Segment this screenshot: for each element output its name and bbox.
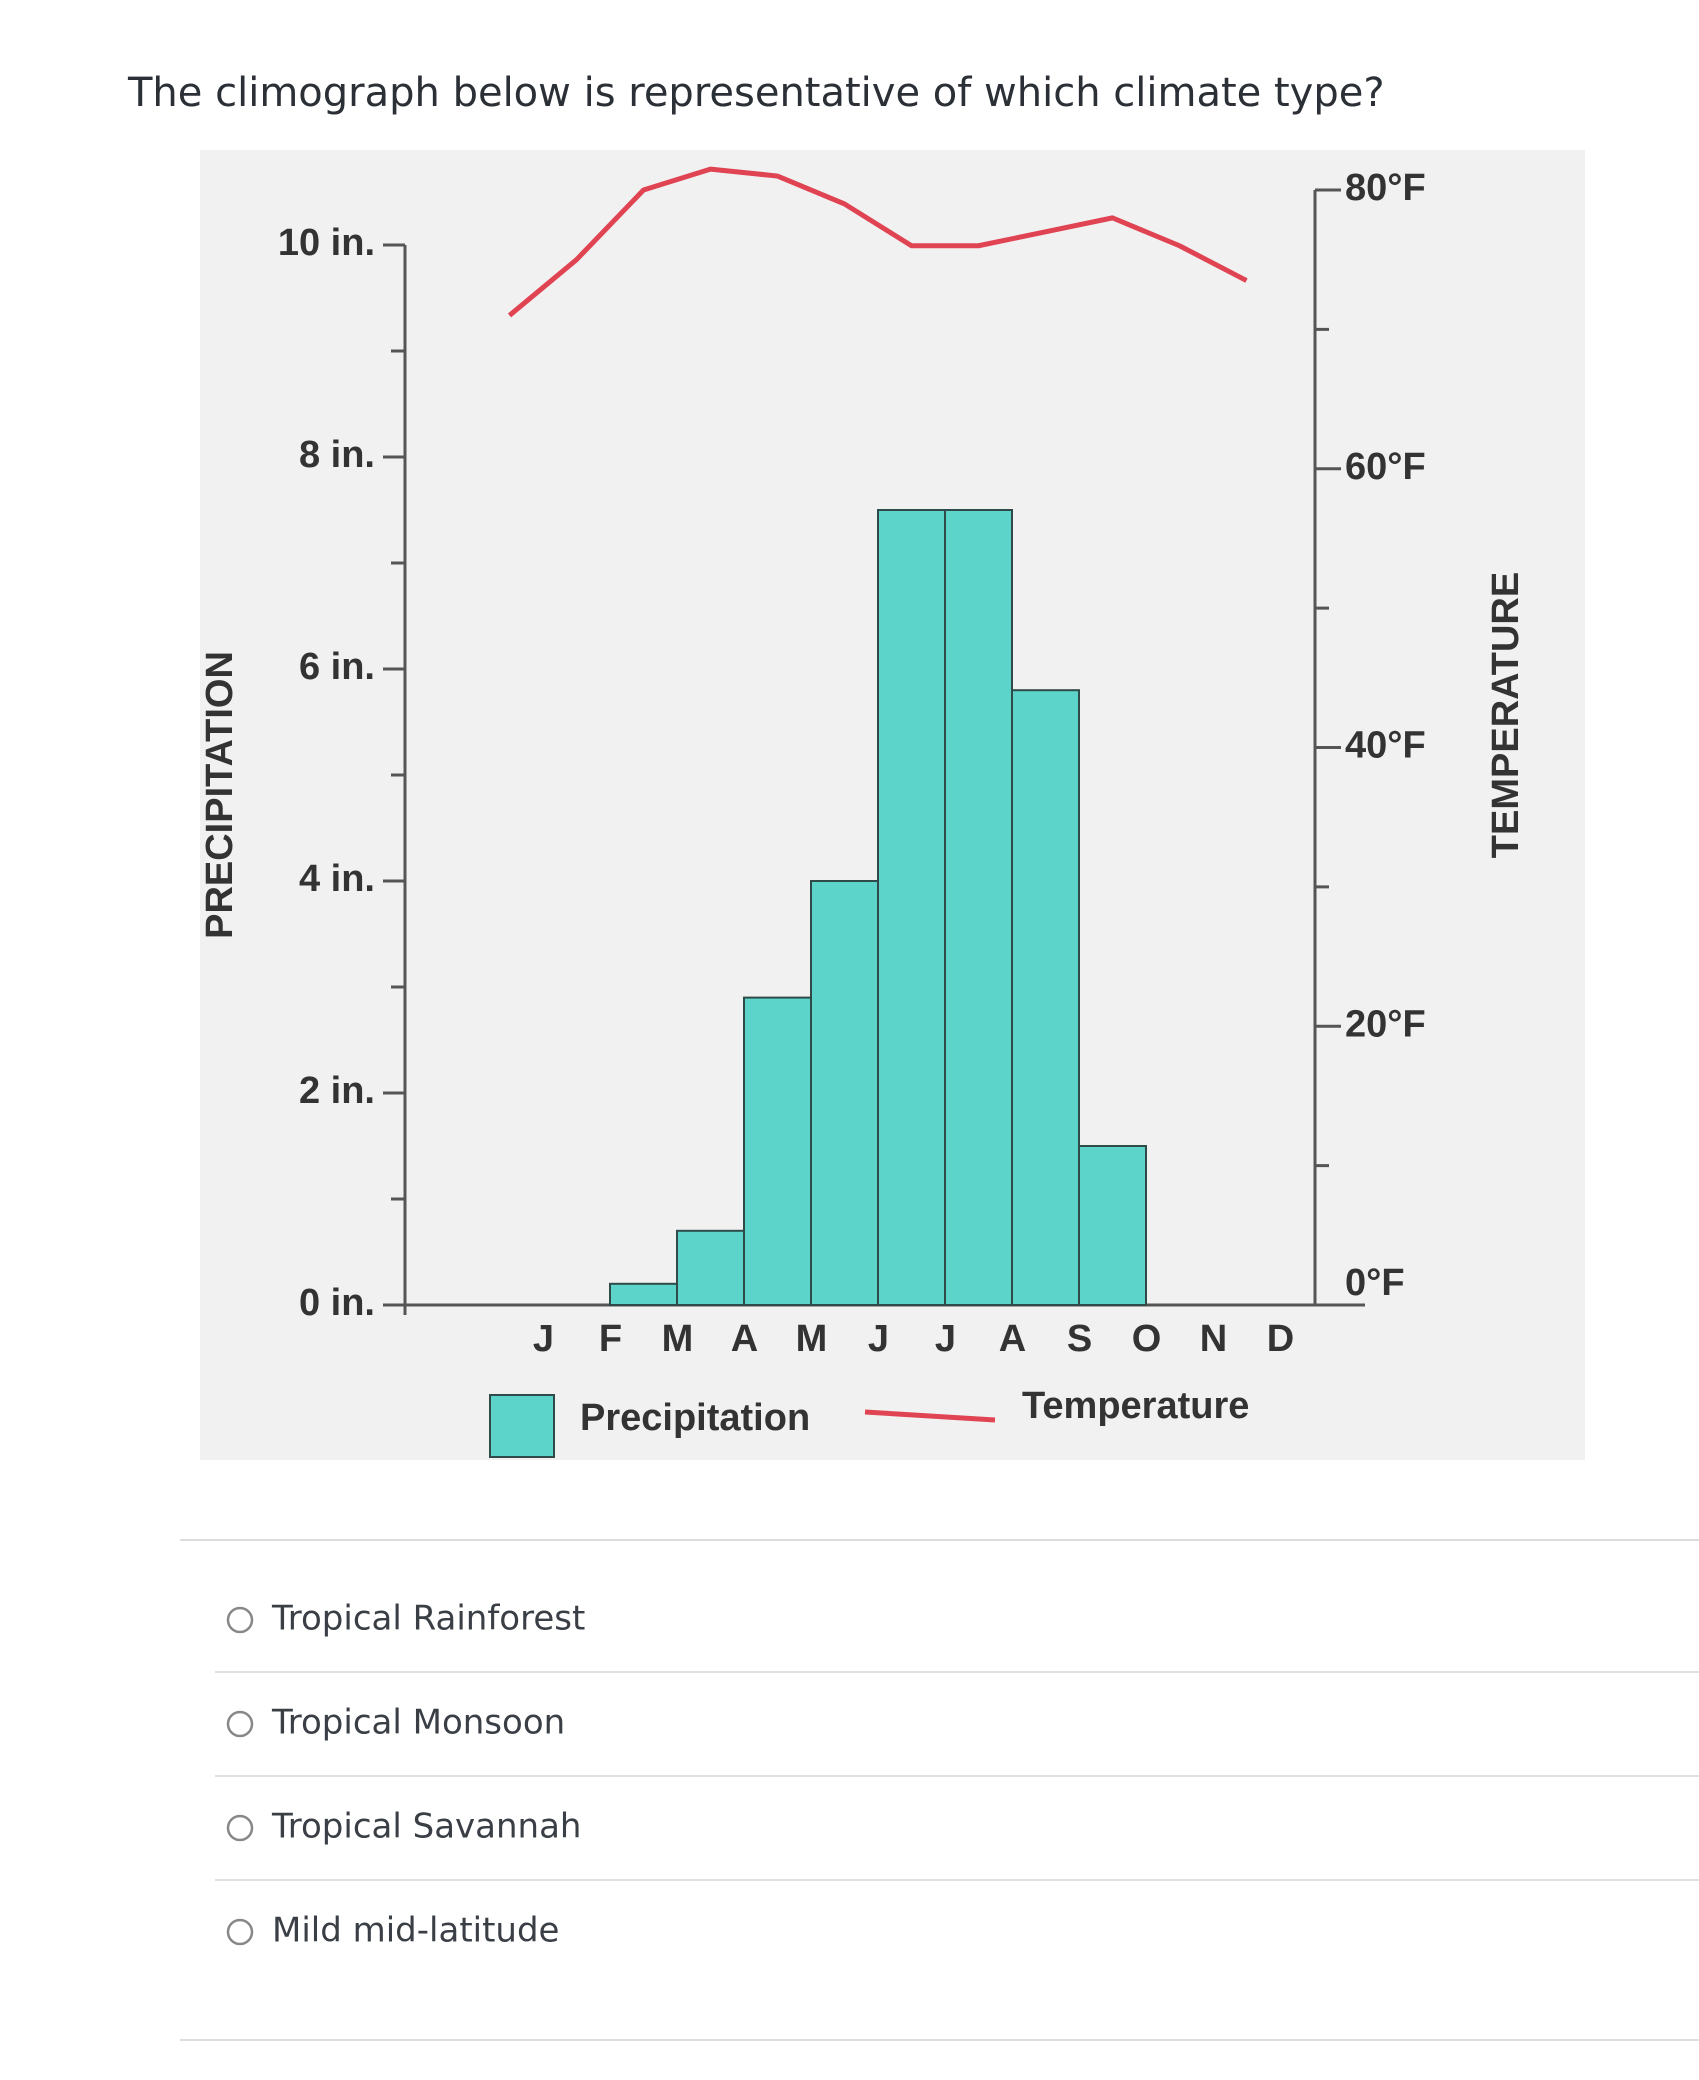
x-tick-label: J — [935, 1318, 956, 1360]
option-label[interactable]: Tropical Rainforest — [271, 1599, 585, 1639]
y2-tick-label: 40°F — [1345, 725, 1426, 767]
x-tick-label: M — [796, 1318, 828, 1360]
x-tick-label: O — [1132, 1318, 1162, 1360]
y2-tick-label: 0°F — [1345, 1262, 1405, 1304]
option-label[interactable]: Tropical Monsoon — [271, 1703, 565, 1743]
bar — [743, 996, 812, 1306]
y-tick-label: 2 in. — [299, 1070, 375, 1112]
bar — [676, 1229, 745, 1307]
option-label[interactable]: Tropical Savannah — [271, 1807, 581, 1847]
legend-line — [864, 1409, 996, 1423]
y-tick-label: 6 in. — [299, 646, 375, 688]
bar — [1011, 689, 1080, 1306]
x-tick-label: J — [868, 1318, 889, 1360]
x-tick-label: N — [1200, 1318, 1227, 1360]
y2-tick-label: 60°F — [1345, 446, 1426, 488]
x-tick-label: A — [731, 1318, 758, 1360]
y-tick-label: 4 in. — [299, 858, 375, 900]
y-tick-label: 8 in. — [299, 434, 375, 476]
radio-button[interactable] — [226, 1710, 254, 1738]
radio-button[interactable] — [226, 1918, 254, 1946]
legend-label: Temperature — [1022, 1385, 1249, 1427]
bar — [1078, 1145, 1147, 1306]
question: The climograph below is representative o… — [127, 70, 1385, 116]
x-tick-label: D — [1267, 1318, 1294, 1360]
x-tick-label: A — [999, 1318, 1026, 1360]
x-tick-label: M — [662, 1318, 694, 1360]
y2-axis-title: TEMPERATURE — [1485, 572, 1527, 858]
y-axis-title: PRECIPITATION — [199, 651, 241, 939]
bar — [877, 509, 946, 1306]
y-tick-label: 10 in. — [278, 222, 375, 264]
x-tick-label: F — [599, 1318, 622, 1360]
temperature-line — [507, 166, 1248, 318]
legend-label: Precipitation — [580, 1397, 810, 1439]
y2-tick-label: 20°F — [1345, 1003, 1426, 1045]
x-tick-label: S — [1067, 1318, 1092, 1360]
y-tick-label: 0 in. — [299, 1282, 375, 1324]
x-tick-label: J — [533, 1318, 554, 1360]
y2-tick-label: 80°F — [1345, 167, 1426, 209]
option-label[interactable]: Mild mid-latitude — [272, 1911, 559, 1951]
bar — [609, 1282, 678, 1307]
bar — [810, 880, 879, 1306]
bar — [944, 509, 1013, 1306]
radio-button[interactable] — [226, 1814, 254, 1842]
radio-button[interactable] — [226, 1606, 254, 1634]
legend-swatch — [489, 1394, 555, 1458]
